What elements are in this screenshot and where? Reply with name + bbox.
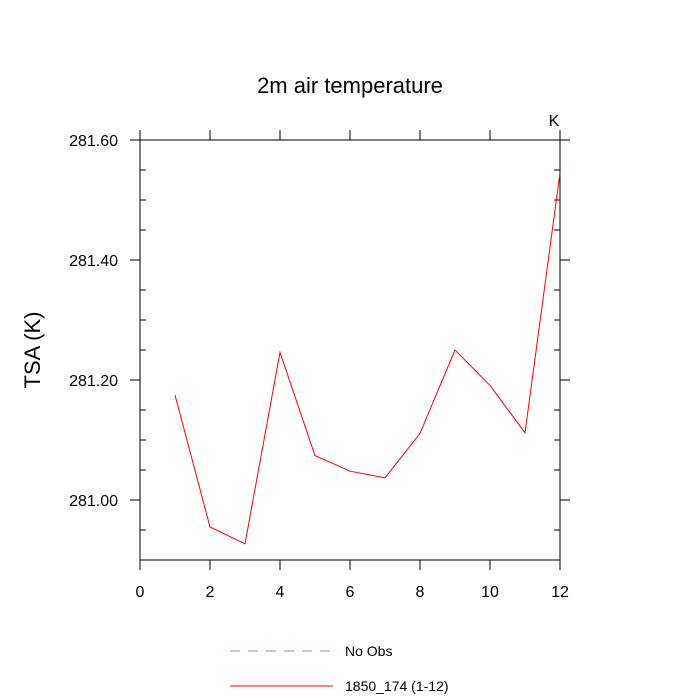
x-tick-label: 2 [206,584,215,601]
plot-frame [139,139,561,561]
x-tick-label: 0 [136,584,145,601]
x-tick-label: 6 [346,584,355,601]
y-tick-label: 281.60 [69,133,118,150]
legend-label: 1850_174 (1-12) [345,678,449,694]
units-label: K [549,113,560,130]
y-axis-label: TSA (K) [20,311,45,388]
x-tick-label: 10 [481,584,499,601]
y-tick-label: 281.00 [69,493,118,510]
axis-ticks [130,130,570,570]
axis-tick-labels: 0 2 4 6 8 10 12 281.00 281.20 281.40 281.60 [69,133,569,601]
y-tick-label: 281.20 [69,373,118,390]
chart-title: 2m air temperature [257,73,443,98]
series-line [174,172,561,545]
x-tick-label: 8 [416,584,425,601]
x-tick-label: 12 [551,584,569,601]
legend: No Obs 1850_174 (1-12) [230,643,449,694]
x-tick-label: 4 [276,584,285,601]
legend-label: No Obs [345,643,392,659]
series-group [174,172,561,545]
y-tick-label: 281.40 [69,253,118,270]
